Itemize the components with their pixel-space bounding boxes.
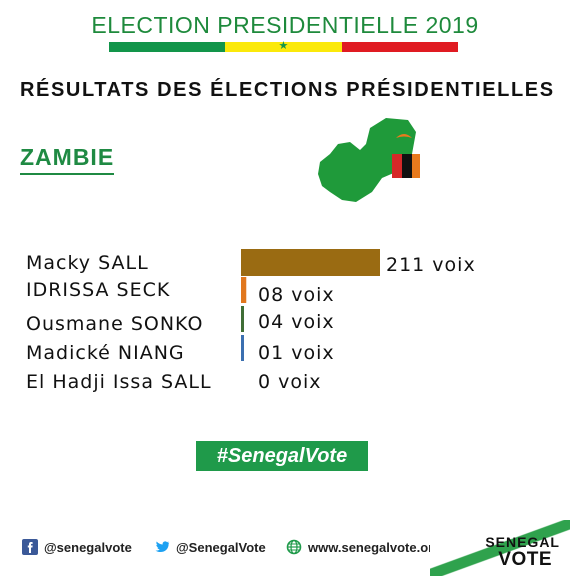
bar-0 xyxy=(241,249,380,276)
candidate-label: Madické NIANG xyxy=(26,342,185,364)
hashtag-banner: #SenegalVote xyxy=(196,441,368,471)
website-link[interactable]: www.senegalvote.org xyxy=(286,539,441,555)
candidate-label: IDRISSA SECK xyxy=(26,279,171,301)
candidate-label: El Hadji Issa SALL xyxy=(26,371,212,393)
vote-count-label: 01 voix xyxy=(258,342,335,364)
website-url: www.senegalvote.org xyxy=(308,539,442,555)
country-name: ZAMBIE xyxy=(20,144,115,175)
senegal-flag-stripe: ★ xyxy=(109,39,458,52)
footer: @senegalvote @SenegalVote www.senegalvot… xyxy=(0,520,570,576)
candidate-label: Ousmane SONKO xyxy=(26,313,204,335)
facebook-icon xyxy=(22,539,38,555)
globe-icon xyxy=(286,539,302,555)
logo-text-top: SENEGAL xyxy=(485,534,560,550)
logo-text-bottom: VOTE xyxy=(498,549,552,570)
bar-2 xyxy=(241,306,244,332)
candidate-label: Macky SALL xyxy=(26,252,149,274)
twitter-icon xyxy=(155,541,170,553)
vote-count-label: 0 voix xyxy=(258,371,322,393)
facebook-handle: @senegalvote xyxy=(44,539,132,555)
main-heading: RÉSULTATS DES ÉLECTIONS PRÉSIDENTIELLES xyxy=(20,79,555,101)
flag-green-band xyxy=(109,42,226,52)
vote-count-label: 08 voix xyxy=(258,284,335,306)
flag-red-band xyxy=(341,42,458,52)
twitter-handle: @SenegalVote xyxy=(176,539,266,555)
bar-1 xyxy=(241,277,247,303)
facebook-link[interactable]: @senegalvote xyxy=(22,539,132,555)
vote-count-label: 04 voix xyxy=(258,311,335,333)
header-title: ELECTION PRESIDENTIELLE 2019 xyxy=(91,12,479,38)
zambia-map-icon xyxy=(318,118,420,202)
twitter-link[interactable]: @SenegalVote xyxy=(154,539,266,555)
star-icon: ★ xyxy=(278,39,289,52)
flag-yellow-band: ★ xyxy=(225,39,342,52)
bar-3 xyxy=(241,335,244,361)
vote-count-label: 211 voix xyxy=(386,254,476,276)
senegal-vote-logo: SENEGAL VOTE xyxy=(430,520,570,576)
